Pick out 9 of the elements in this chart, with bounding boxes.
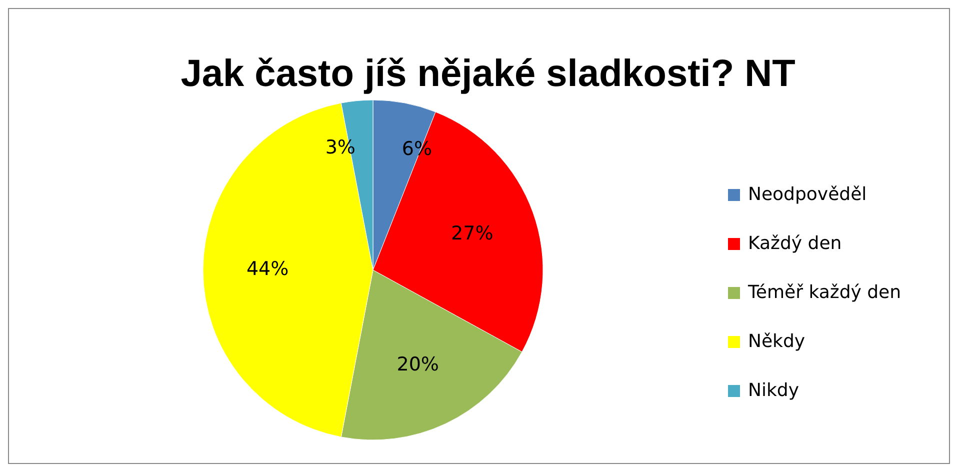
legend-label: Téměř každý den — [747, 282, 902, 303]
legend-label: Každý den — [748, 232, 842, 254]
legend-label: Neodpověděl — [748, 184, 867, 205]
legend-label: Někdy — [748, 330, 806, 352]
chart-title: Jak často jíš nějaké sladkosti? NT — [180, 53, 796, 95]
legend-label: Nikdy — [748, 380, 800, 401]
data-label: 44% — [246, 258, 289, 280]
data-label: 20% — [396, 354, 439, 376]
data-label: 27% — [451, 222, 494, 244]
